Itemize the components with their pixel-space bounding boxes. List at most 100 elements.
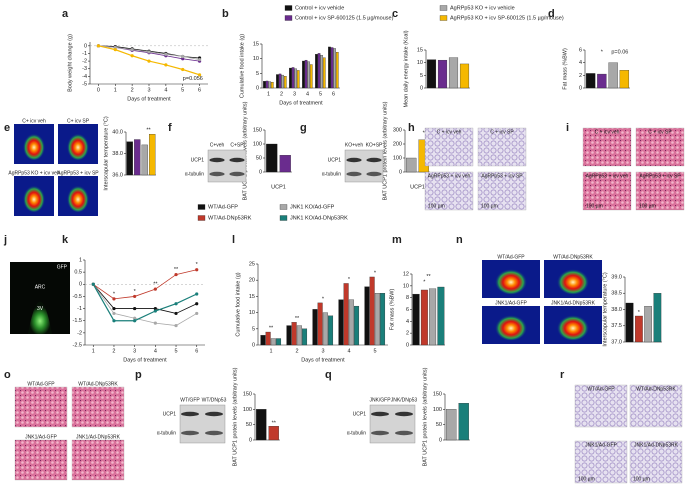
bar [348, 299, 354, 346]
y-axis-label: Cumulative food intake (g) [239, 34, 245, 98]
bar [265, 331, 271, 346]
panel-letter: p [135, 369, 142, 381]
y-tick-label: 39.0 [611, 274, 622, 280]
bar [263, 81, 266, 89]
y-tick-label: 0 [84, 43, 87, 49]
y-tick-label: 300 [393, 127, 402, 133]
gfp-signal [28, 301, 52, 334]
panel-letter: r [560, 369, 565, 381]
lane-label: KO+veh [345, 142, 363, 148]
y-tick-label: 6 [579, 47, 582, 53]
y-tick-label: 100 [243, 407, 252, 413]
y-tick-label: 1 [79, 257, 82, 263]
x-tick-label: 6 [332, 91, 335, 97]
panel-letter: h [408, 122, 415, 134]
data-point [195, 292, 199, 296]
bar [374, 293, 380, 346]
image-caption: C + icv SP [648, 129, 672, 135]
data-point [113, 48, 117, 52]
y-tick-label: 0 [249, 437, 252, 443]
data-point [195, 268, 199, 272]
data-point [112, 319, 116, 323]
y-tick-label: 0.5 [74, 270, 82, 276]
x-tick-label: 5 [373, 348, 376, 354]
image-caption: WT/Ad-DNp53RK [553, 254, 593, 260]
histology-image [629, 384, 683, 428]
legend-label: JNK1 KO/Ad-DNp53RK [290, 215, 348, 221]
y-axis-label: Cumulative food intake (g) [235, 272, 241, 336]
histology-image [477, 127, 527, 167]
bar [380, 293, 386, 346]
y-tick-label: -1 [77, 306, 82, 312]
blot-band [346, 157, 362, 163]
blot-band [181, 411, 199, 417]
series-line [92, 283, 197, 322]
data-point [181, 54, 185, 59]
bar [294, 68, 297, 89]
x-tick-label: 3 [293, 91, 296, 97]
x-tick-label: 6 [198, 87, 201, 93]
bar [420, 289, 428, 346]
thermal-spot [556, 313, 590, 341]
series-line [92, 284, 197, 326]
row-label: α-tubulin [322, 171, 342, 177]
data-point [112, 311, 116, 316]
histology-image [14, 439, 68, 481]
bar [446, 409, 457, 441]
x-tick-label: 3 [321, 348, 324, 354]
bar [279, 155, 291, 173]
y-tick-label: 150 [253, 127, 262, 133]
data-point [174, 311, 178, 316]
bar [608, 62, 618, 89]
bar [343, 283, 349, 346]
y-tick-label: -3 [82, 66, 87, 72]
blot [207, 149, 247, 183]
image-caption: AgRPp53 + icv SP [57, 170, 99, 176]
x-tick-label: 3 [147, 87, 150, 93]
image-caption: JNK1/Ad-DNp53RK [76, 434, 121, 440]
image-caption: C + icv veh [437, 129, 462, 135]
histology-image [582, 127, 632, 167]
y-tick-label: -2 [77, 330, 82, 336]
y-axis-label: Mean daily energy intake (Kcal) [403, 30, 409, 107]
panel-letter: q [325, 369, 332, 381]
bar [412, 293, 420, 346]
data-point [147, 50, 151, 54]
row-label: UCP1 [191, 157, 205, 163]
data-point [181, 57, 185, 61]
bar [458, 403, 469, 441]
x-tick-label: 1 [269, 348, 272, 354]
bar [437, 59, 448, 89]
x-tick-label: 1 [92, 348, 95, 354]
histology-image [635, 127, 685, 167]
scale-label: 100 µm [639, 203, 656, 209]
lane-label: KO+SP [366, 142, 383, 148]
y-tick-label: 6 [406, 307, 409, 313]
bar [266, 143, 278, 173]
image-caption: C + icv veh [595, 129, 620, 135]
series-line [92, 284, 197, 314]
blot-band [366, 171, 382, 177]
histology-image [477, 171, 527, 211]
image-caption: JNK1/Ad-GFP [585, 442, 617, 448]
x-tick-label: 0 [97, 87, 100, 93]
histology-image [71, 439, 125, 481]
bar [149, 133, 156, 176]
data-point [174, 302, 178, 306]
x-tick-label: 4 [306, 91, 309, 97]
annotation: * [113, 291, 116, 297]
data-point [181, 67, 185, 72]
x-tick-label: 2 [112, 348, 115, 354]
legend-label: WT/Ad-GFP [208, 204, 238, 210]
image-caption: JNK1/Ad-DNp53RK [634, 442, 679, 448]
bar [338, 299, 344, 346]
x-tick-label: 4 [347, 348, 350, 354]
blot [369, 404, 416, 444]
lane-label: WT/GFP [180, 397, 200, 403]
data-point [133, 294, 137, 299]
y-tick-label: 20 [249, 278, 255, 284]
y-tick-label: 0 [439, 437, 442, 443]
y-tick-label: 5 [252, 326, 255, 332]
bar [619, 70, 630, 89]
bar [317, 53, 321, 89]
